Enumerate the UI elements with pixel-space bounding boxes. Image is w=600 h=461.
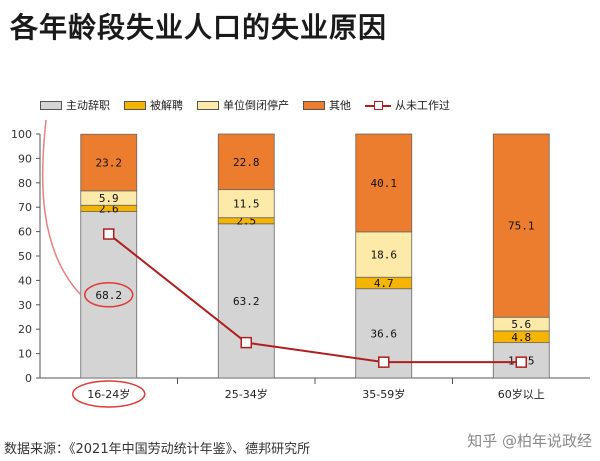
source-note: 数据来源：《2021年中国劳动统计年鉴》、德邦研究所: [4, 442, 311, 457]
legend-swatch-quit: [40, 100, 62, 110]
legend-label-fired: 被解聘: [150, 99, 183, 112]
data-label: 36.6: [371, 327, 398, 340]
x-tick-label: 35-59岁: [362, 387, 405, 401]
data-label: 75.1: [508, 220, 535, 233]
data-label: 18.6: [371, 249, 398, 262]
legend-swatch-fired: [124, 100, 146, 110]
data-label: 5.9: [99, 192, 119, 205]
stacked-bar-chart: 0 10 20 30 40 50 60 70 80 90 100 68.2 2.65.9 23.2 16-2…: [11, 120, 590, 408]
chart-title: 各年龄段失业人口的失业原因: [10, 11, 388, 44]
data-label: 23.2: [96, 157, 123, 170]
data-label: 63.2: [233, 295, 260, 308]
x-tick-label: 16-24岁: [87, 387, 130, 401]
legend-item-quit: 主动辞职: [40, 97, 110, 113]
bar-segment: [492, 133, 550, 318]
data-label: 5.6: [511, 318, 531, 331]
annotation-arrow-line: [41, 120, 82, 296]
legend-swatch-never-worked: [365, 100, 391, 110]
y-tick-label: 60: [18, 226, 32, 239]
data-label: 4.8: [511, 331, 531, 344]
bar-segment: [355, 133, 413, 233]
y-tick-label: 90: [18, 152, 32, 165]
legend-item-never-worked: 从未工作过: [365, 97, 450, 113]
x-tick-label: 60岁以上: [498, 387, 545, 401]
y-tick-label: 50: [18, 250, 32, 263]
bar-segment: [217, 223, 275, 379]
bar-segment: [80, 133, 138, 192]
legend-item-closure: 单位倒闭停产: [197, 97, 289, 113]
legend-swatch-other: [303, 100, 325, 110]
line-point: [378, 356, 390, 368]
legend-swatch-closure: [197, 100, 219, 110]
y-tick-label: 40: [18, 274, 32, 287]
data-label: 11.5: [233, 198, 260, 211]
line-point: [515, 356, 527, 368]
x-tick-label: 25-34岁: [225, 387, 268, 401]
data-label: 68.2: [96, 289, 123, 302]
line-point: [103, 228, 115, 240]
data-label: 22.8: [233, 156, 260, 169]
y-tick-label: 70: [18, 201, 32, 214]
legend-label-never-worked: 从未工作过: [395, 99, 450, 112]
watermark: 知乎 @柏年说政经: [467, 432, 592, 450]
legend-label-closure: 单位倒闭停产: [223, 99, 289, 112]
bar-segment: [217, 133, 275, 191]
data-label: 2.6: [99, 202, 119, 215]
line-series: [108, 233, 522, 364]
y-tick-label: 20: [18, 323, 32, 336]
annotation-circle-value: [84, 282, 134, 308]
line-point: [240, 336, 252, 349]
data-label: 40.1: [371, 177, 398, 190]
legend-label-quit: 主动辞职: [66, 99, 110, 112]
legend-item-other: 其他: [303, 97, 351, 113]
legend-item-fired: 被解聘: [124, 97, 183, 113]
data-label: 4.7: [374, 277, 394, 290]
annotation-circle-category: [72, 380, 146, 408]
y-tick-label: 0: [25, 372, 32, 385]
legend-label-other: 其他: [329, 99, 351, 112]
bar-segment: [217, 189, 275, 219]
y-tick-label: 10: [18, 348, 32, 361]
y-tick-label: 80: [18, 177, 32, 190]
y-tick-label: 30: [18, 299, 32, 312]
y-tick-label: 100: [11, 128, 32, 141]
legend: 主动辞职 被解聘 单位倒闭停产 其他 从未工作过: [40, 96, 450, 114]
